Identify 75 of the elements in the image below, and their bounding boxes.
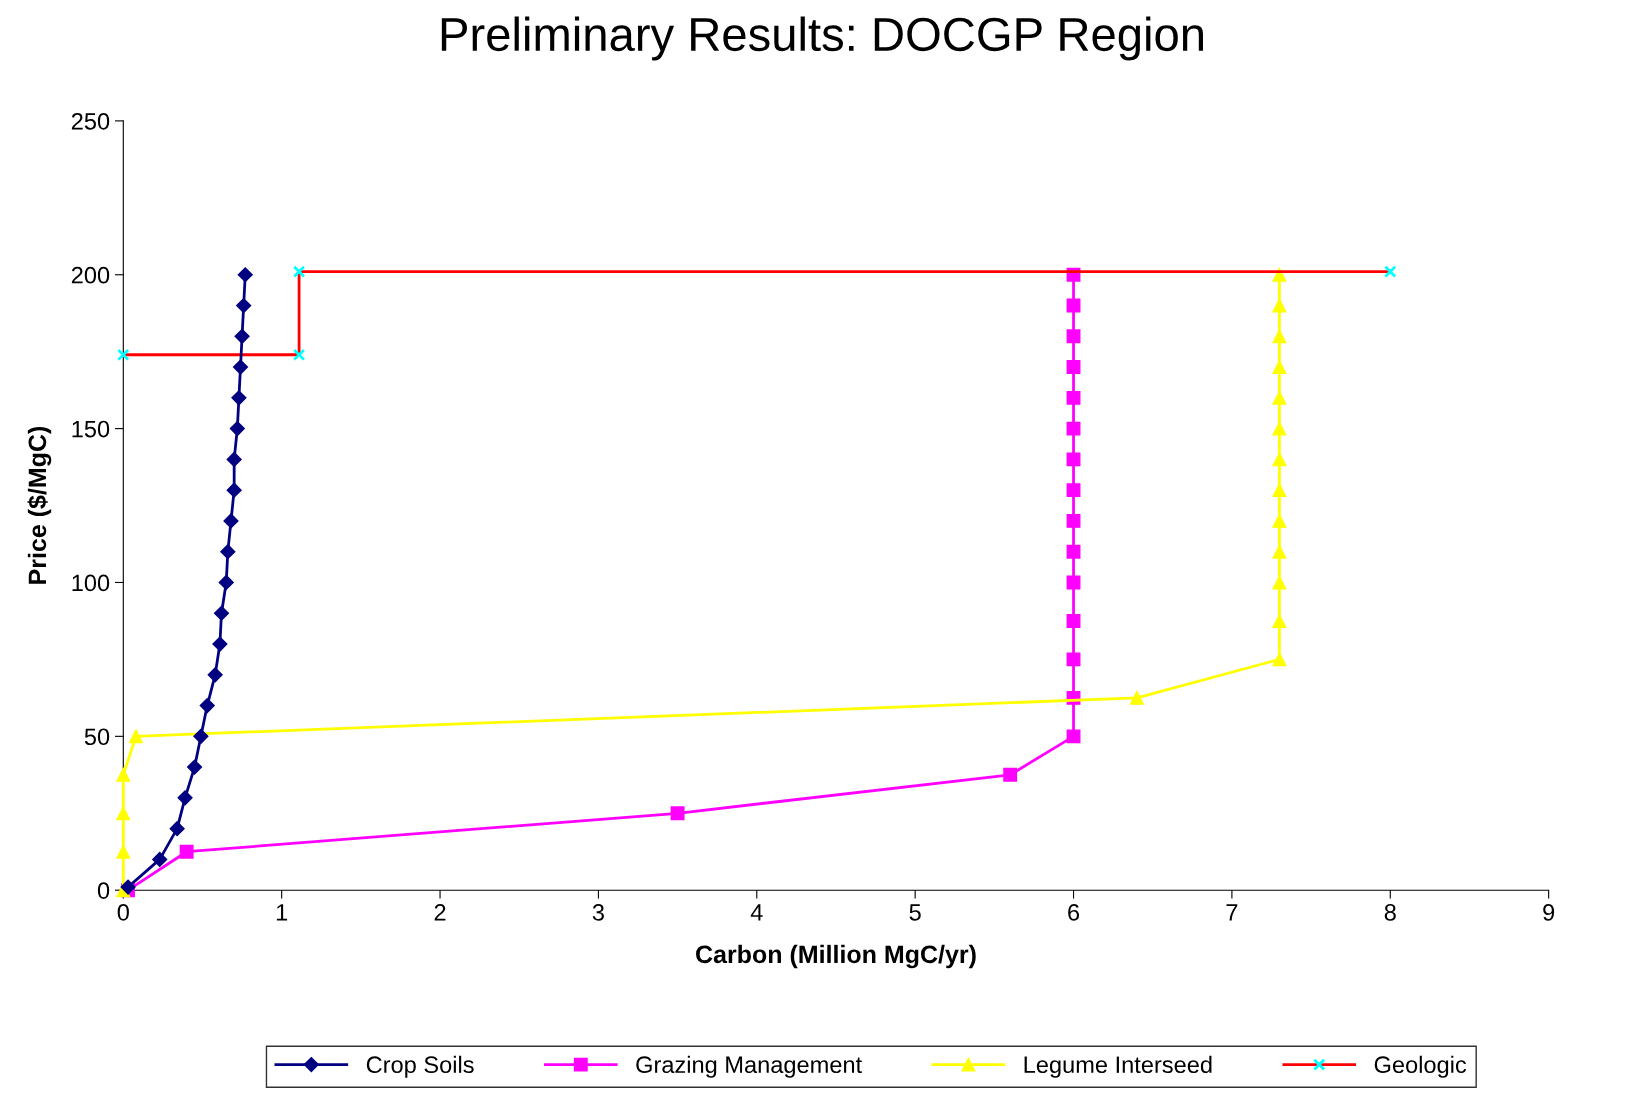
point [226, 482, 242, 498]
point [1066, 513, 1081, 528]
point [1066, 729, 1081, 744]
legend-label: Geologic [1374, 1055, 1467, 1078]
point [1003, 767, 1018, 782]
point [1066, 652, 1081, 667]
point [186, 759, 203, 775]
point [213, 605, 230, 621]
point [232, 359, 249, 375]
x-tick-label: 7 [1226, 904, 1238, 921]
point [1066, 544, 1081, 559]
x-tick-label: 3 [592, 904, 604, 921]
point [231, 390, 247, 406]
point [199, 697, 215, 714]
point [1272, 360, 1287, 375]
point [1272, 513, 1287, 528]
point [116, 806, 131, 821]
legend-label: Grazing Management [636, 1055, 862, 1078]
x-tick-label: 4 [750, 904, 763, 921]
legend-label: Crop Soils [366, 1055, 474, 1078]
point [1272, 544, 1287, 559]
point [223, 513, 239, 529]
point [1066, 483, 1081, 498]
point [1066, 421, 1081, 436]
point [193, 728, 209, 744]
point [237, 267, 253, 283]
y-tick-label: 200 [71, 266, 110, 284]
y-axis-title: Price ($/MgC) [27, 426, 52, 584]
point [179, 844, 194, 859]
point [212, 636, 228, 652]
point [236, 297, 252, 314]
point [1272, 421, 1287, 436]
x-tick-label: 8 [1384, 904, 1396, 921]
y-tick-label: 100 [72, 574, 110, 592]
point [1272, 298, 1287, 313]
point [120, 879, 136, 895]
x-tick-label: 0 [117, 904, 129, 921]
y-tick-label: 250 [71, 112, 110, 130]
y-tick-label: 150 [72, 420, 110, 438]
point [1272, 329, 1287, 344]
point [1066, 329, 1081, 344]
point [1272, 613, 1287, 628]
x-axis-title: Carbon (Million MgC/yr) [696, 944, 976, 969]
point [218, 574, 234, 591]
point [1272, 483, 1287, 498]
chart-title: Preliminary Results: DOCGP Region [441, 16, 1203, 61]
point [169, 821, 185, 837]
point [116, 767, 131, 782]
point [1066, 360, 1081, 375]
point [220, 544, 236, 560]
point [226, 451, 242, 467]
point [152, 851, 168, 867]
point [129, 729, 143, 744]
point [1066, 613, 1081, 628]
x-tick-label: 1 [276, 904, 288, 921]
point [1272, 452, 1287, 467]
point [207, 667, 223, 683]
y-tick-label: 50 [84, 728, 110, 746]
point [229, 421, 245, 437]
point [1272, 390, 1287, 405]
point [1066, 452, 1081, 467]
x-tick-label: 2 [434, 904, 446, 921]
point [234, 328, 250, 344]
legend-label: Legume Interseed [1024, 1055, 1212, 1078]
x-tick-label: 6 [1068, 904, 1080, 921]
point [177, 790, 193, 806]
point [1272, 575, 1287, 590]
x-tick-label: 5 [909, 904, 921, 921]
point [670, 806, 685, 821]
x-tick-label: 9 [1543, 904, 1555, 921]
point [1066, 390, 1081, 405]
point [1129, 690, 1144, 705]
y-tick-label: 0 [97, 882, 110, 899]
point [116, 844, 131, 859]
point [1272, 652, 1287, 667]
